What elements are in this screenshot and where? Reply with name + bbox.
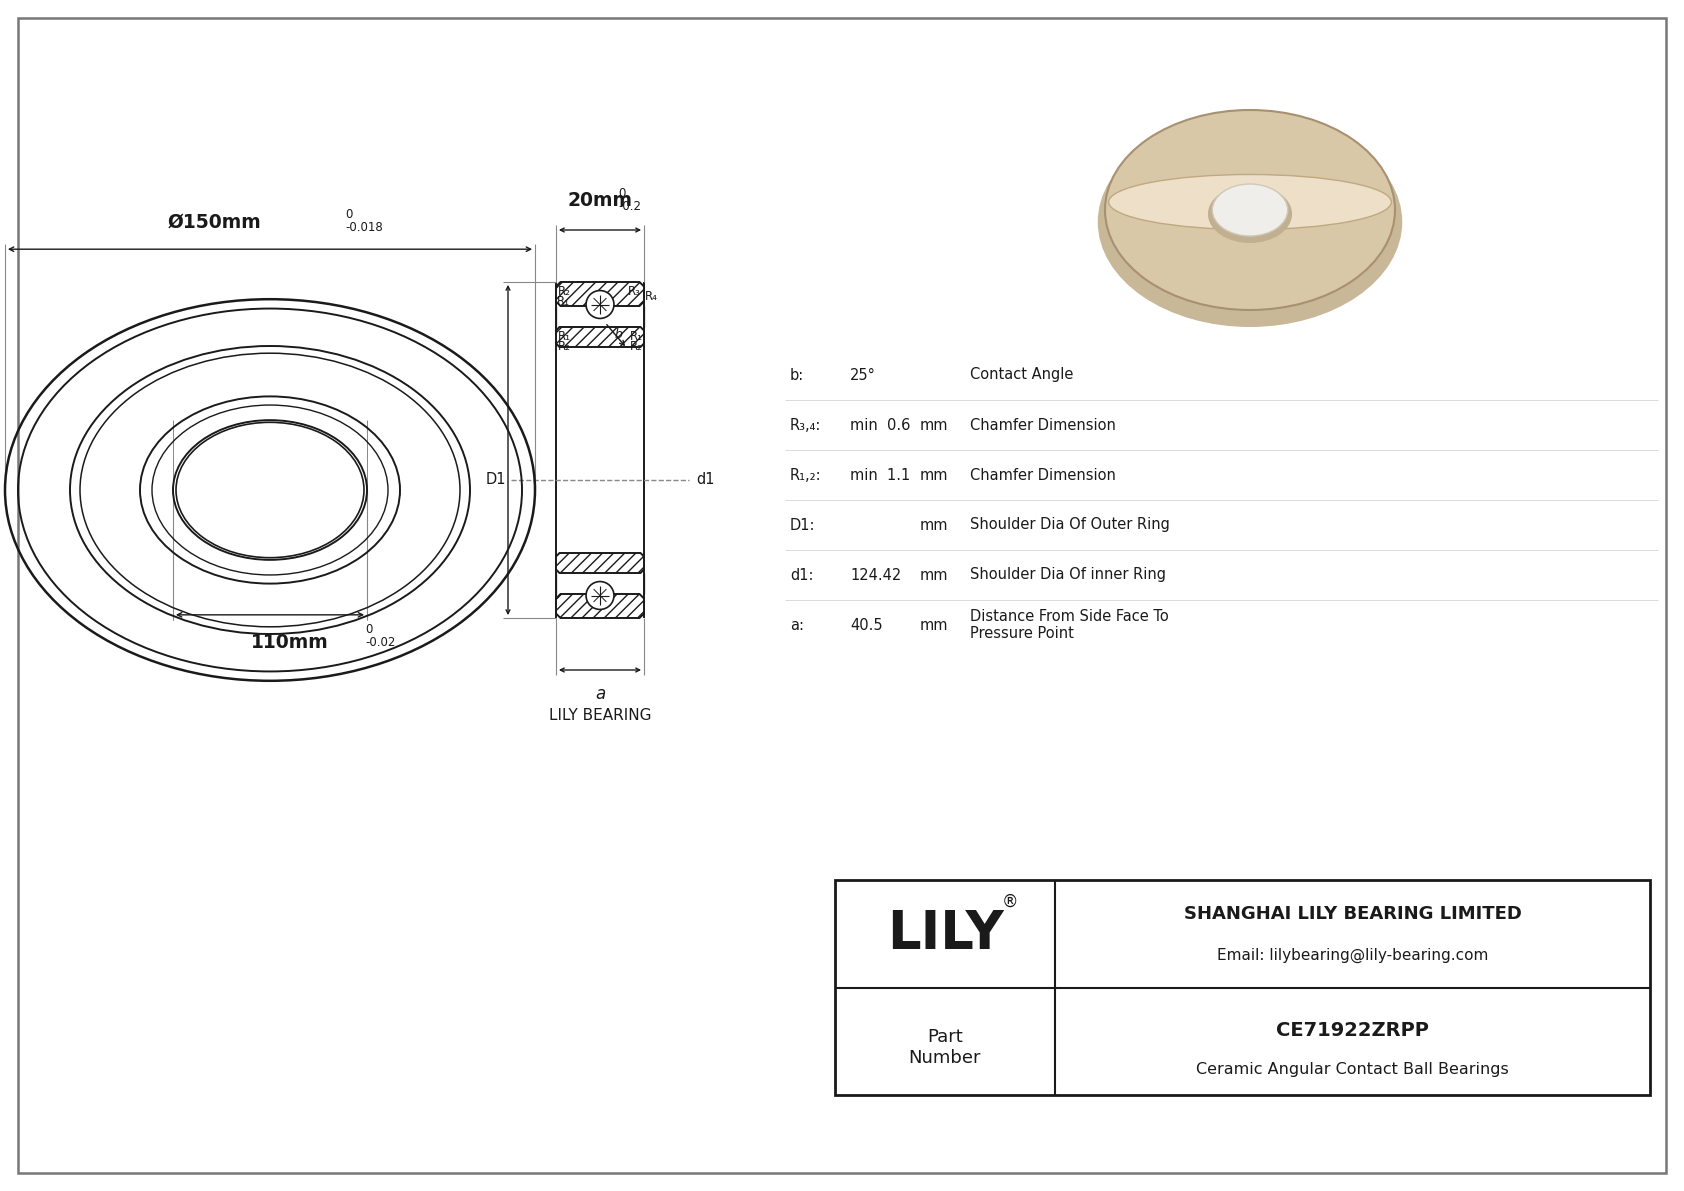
Polygon shape xyxy=(556,553,643,573)
Text: Shoulder Dia Of Outer Ring: Shoulder Dia Of Outer Ring xyxy=(970,518,1170,532)
Text: SHANGHAI LILY BEARING LIMITED: SHANGHAI LILY BEARING LIMITED xyxy=(1184,905,1521,923)
Polygon shape xyxy=(556,594,643,618)
Polygon shape xyxy=(556,328,643,347)
Text: Contact Angle: Contact Angle xyxy=(970,368,1073,382)
Text: b:: b: xyxy=(790,368,805,382)
Text: mm: mm xyxy=(919,617,948,632)
Bar xyxy=(835,880,1650,1095)
Text: mm: mm xyxy=(919,518,948,532)
Text: Part
Number: Part Number xyxy=(909,1028,982,1067)
Text: 0: 0 xyxy=(365,623,372,636)
Text: ®: ® xyxy=(1002,892,1019,910)
Text: R₂: R₂ xyxy=(630,339,643,353)
Text: Ø150mm: Ø150mm xyxy=(168,212,263,231)
Text: R₃,₄:: R₃,₄: xyxy=(790,418,822,432)
Text: R₄: R₄ xyxy=(645,289,658,303)
Text: R₁: R₁ xyxy=(557,330,571,343)
Text: D1: D1 xyxy=(485,473,505,487)
Text: Chamfer Dimension: Chamfer Dimension xyxy=(970,418,1116,432)
Text: 0: 0 xyxy=(618,187,625,200)
Text: R₁: R₁ xyxy=(630,330,643,343)
Text: LILY BEARING: LILY BEARING xyxy=(549,707,652,723)
Text: CE71922ZRPP: CE71922ZRPP xyxy=(1276,1021,1430,1040)
Polygon shape xyxy=(556,306,643,328)
Ellipse shape xyxy=(1105,110,1394,310)
Circle shape xyxy=(586,581,615,610)
Text: R₁: R₁ xyxy=(557,295,569,308)
Text: Ceramic Angular Contact Ball Bearings: Ceramic Angular Contact Ball Bearings xyxy=(1196,1061,1509,1077)
Text: LILY: LILY xyxy=(886,908,1004,960)
Text: a:: a: xyxy=(790,617,803,632)
Polygon shape xyxy=(556,573,643,594)
Text: 25°: 25° xyxy=(850,368,876,382)
Text: mm: mm xyxy=(919,468,948,482)
Text: -0.2: -0.2 xyxy=(618,200,642,213)
Text: 110mm: 110mm xyxy=(251,632,328,651)
Text: b: b xyxy=(615,328,623,341)
Text: R₃: R₃ xyxy=(628,285,642,298)
Text: D1:: D1: xyxy=(790,518,815,532)
Ellipse shape xyxy=(1212,183,1288,236)
Text: R₂: R₂ xyxy=(557,285,571,298)
Text: 20mm: 20mm xyxy=(568,191,633,210)
Text: mm: mm xyxy=(919,418,948,432)
Ellipse shape xyxy=(1098,117,1403,328)
Text: 124.42: 124.42 xyxy=(850,567,901,582)
Text: Distance From Side Face To
Pressure Point: Distance From Side Face To Pressure Poin… xyxy=(970,609,1169,641)
Text: a: a xyxy=(594,685,605,703)
Text: mm: mm xyxy=(919,567,948,582)
Circle shape xyxy=(586,291,615,318)
Polygon shape xyxy=(556,282,643,306)
Text: -0.018: -0.018 xyxy=(345,222,382,235)
Text: min  0.6: min 0.6 xyxy=(850,418,911,432)
Ellipse shape xyxy=(1207,185,1292,243)
Text: d1: d1 xyxy=(695,473,714,487)
Text: R₂: R₂ xyxy=(557,339,571,353)
Text: Chamfer Dimension: Chamfer Dimension xyxy=(970,468,1116,482)
Ellipse shape xyxy=(1108,175,1391,230)
Text: R₁,₂:: R₁,₂: xyxy=(790,468,822,482)
Text: 40.5: 40.5 xyxy=(850,617,882,632)
Text: -0.02: -0.02 xyxy=(365,636,396,649)
Text: d1:: d1: xyxy=(790,567,813,582)
Text: 0: 0 xyxy=(345,208,352,222)
Text: Email: lilybearing@lily-bearing.com: Email: lilybearing@lily-bearing.com xyxy=(1218,948,1489,962)
Text: Shoulder Dia Of inner Ring: Shoulder Dia Of inner Ring xyxy=(970,567,1165,582)
Text: min  1.1: min 1.1 xyxy=(850,468,911,482)
